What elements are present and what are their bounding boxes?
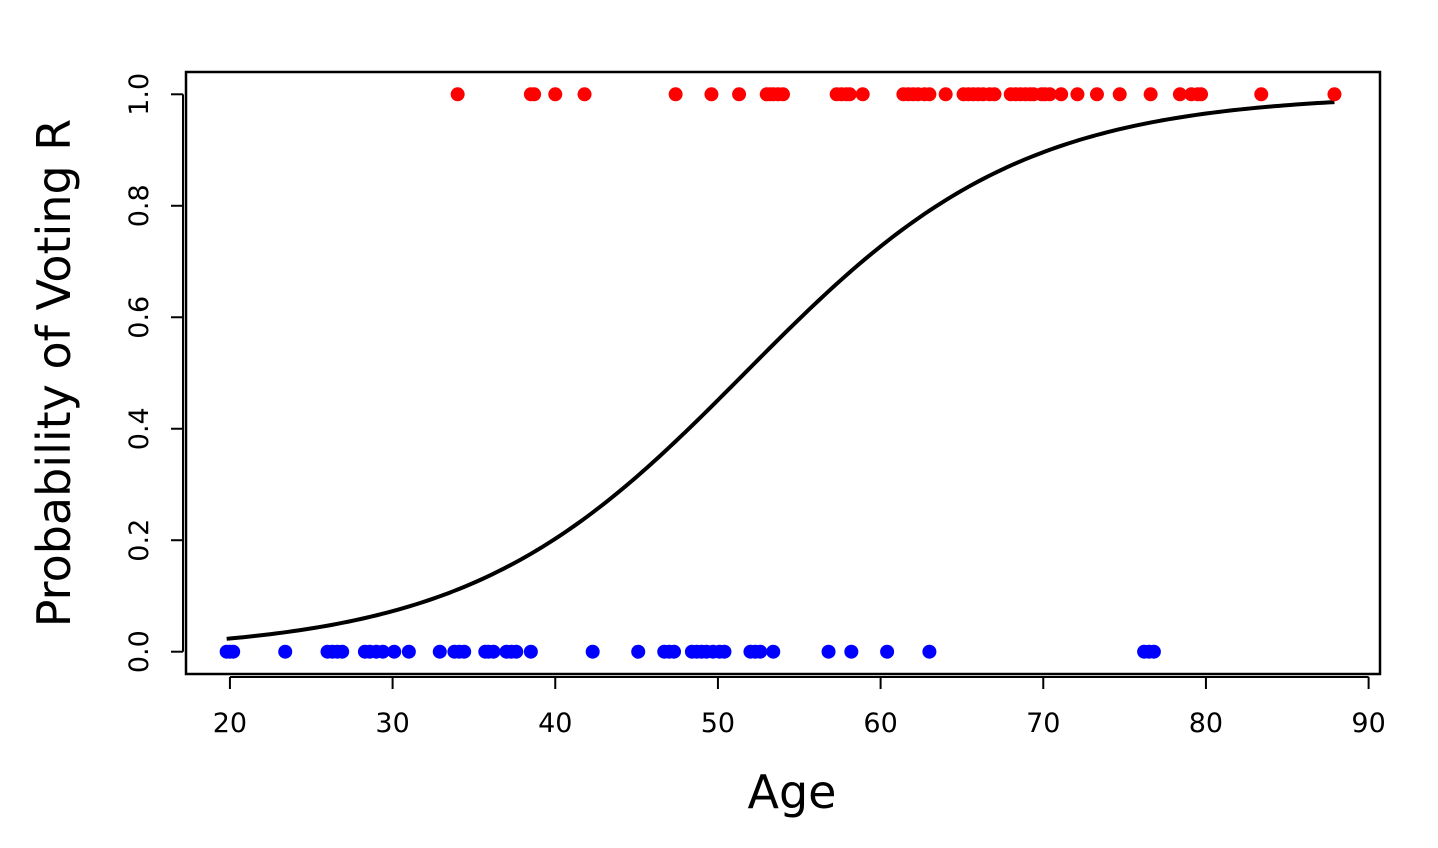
not-voted-r-point — [486, 644, 501, 659]
voted-r-point — [938, 87, 953, 102]
y-tick-label: 0.0 — [124, 630, 155, 673]
x-tick-label: 80 — [1189, 708, 1223, 739]
data-points-layer — [219, 87, 1342, 659]
voted-r-point — [1194, 87, 1209, 102]
voted-r-point — [1112, 87, 1127, 102]
voted-r-point — [732, 87, 747, 102]
x-tick-label: 50 — [701, 708, 735, 739]
not-voted-r-point — [375, 644, 390, 659]
not-voted-r-point — [387, 644, 402, 659]
not-voted-r-point — [278, 644, 293, 659]
voted-r-point — [704, 87, 719, 102]
voted-r-point — [1143, 87, 1158, 102]
not-voted-r-point — [821, 644, 836, 659]
voted-r-point — [450, 87, 465, 102]
not-voted-r-point — [585, 644, 600, 659]
voted-r-point — [776, 87, 790, 102]
not-voted-r-point — [401, 644, 416, 659]
not-voted-r-point — [335, 644, 350, 659]
not-voted-r-point — [880, 644, 895, 659]
voted-r-point — [1254, 87, 1269, 102]
not-voted-r-point — [523, 644, 538, 659]
y-tick-label: 0.4 — [124, 407, 155, 450]
y-axis-title: Probability of Voting R — [27, 119, 81, 628]
x-axis: 20 30 40 50 60 70 80 90 — [213, 676, 1386, 739]
y-tick-label: 0.2 — [124, 519, 155, 562]
y-tick-label: 0.6 — [124, 296, 155, 339]
fitted-curve-layer — [226, 100, 1335, 641]
y-axis: 0.0 0.2 0.4 0.6 0.8 1.0 — [124, 73, 184, 673]
fitted-logistic-curve — [226, 100, 1335, 641]
voted-r-point — [668, 87, 683, 102]
x-tick-label: 60 — [863, 708, 897, 739]
x-tick-label: 70 — [1026, 708, 1060, 739]
voted-r-point — [1172, 87, 1187, 102]
plot-frame — [184, 70, 1382, 676]
voted-r-point — [577, 87, 592, 102]
voted-r-point — [527, 87, 542, 102]
voted-r-point — [987, 87, 1002, 102]
voted-r-point — [1327, 87, 1342, 102]
x-tick-label: 20 — [213, 708, 247, 739]
voted-r-point — [1070, 87, 1085, 102]
not-voted-r-point — [844, 644, 859, 659]
not-voted-r-point — [226, 644, 241, 659]
voted-r-point — [842, 87, 857, 102]
voted-r-point — [1042, 87, 1057, 102]
x-tick-label: 90 — [1351, 708, 1385, 739]
not-voted-r-point — [753, 644, 768, 659]
y-tick-label: 1.0 — [124, 73, 155, 116]
not-voted-r-point — [631, 644, 646, 659]
not-voted-r-point — [432, 644, 447, 659]
not-voted-r-point — [667, 644, 682, 659]
not-voted-r-point — [509, 644, 524, 659]
voted-r-point — [1089, 87, 1104, 102]
y-tick-label: 0.8 — [124, 184, 155, 227]
not-voted-r-point — [766, 644, 781, 659]
not-voted-r-point — [922, 644, 937, 659]
voted-r-point — [922, 87, 937, 102]
x-tick-label: 30 — [375, 708, 409, 739]
not-voted-r-point — [457, 644, 472, 659]
plot-area — [184, 70, 1382, 676]
not-voted-r-point — [717, 644, 732, 659]
x-axis-title: Age — [748, 765, 837, 819]
not-voted-r-point — [1146, 644, 1161, 659]
voted-r-point — [548, 87, 563, 102]
voted-r-point — [1054, 87, 1069, 102]
voted-r-point — [855, 87, 870, 102]
x-tick-label: 40 — [538, 708, 572, 739]
